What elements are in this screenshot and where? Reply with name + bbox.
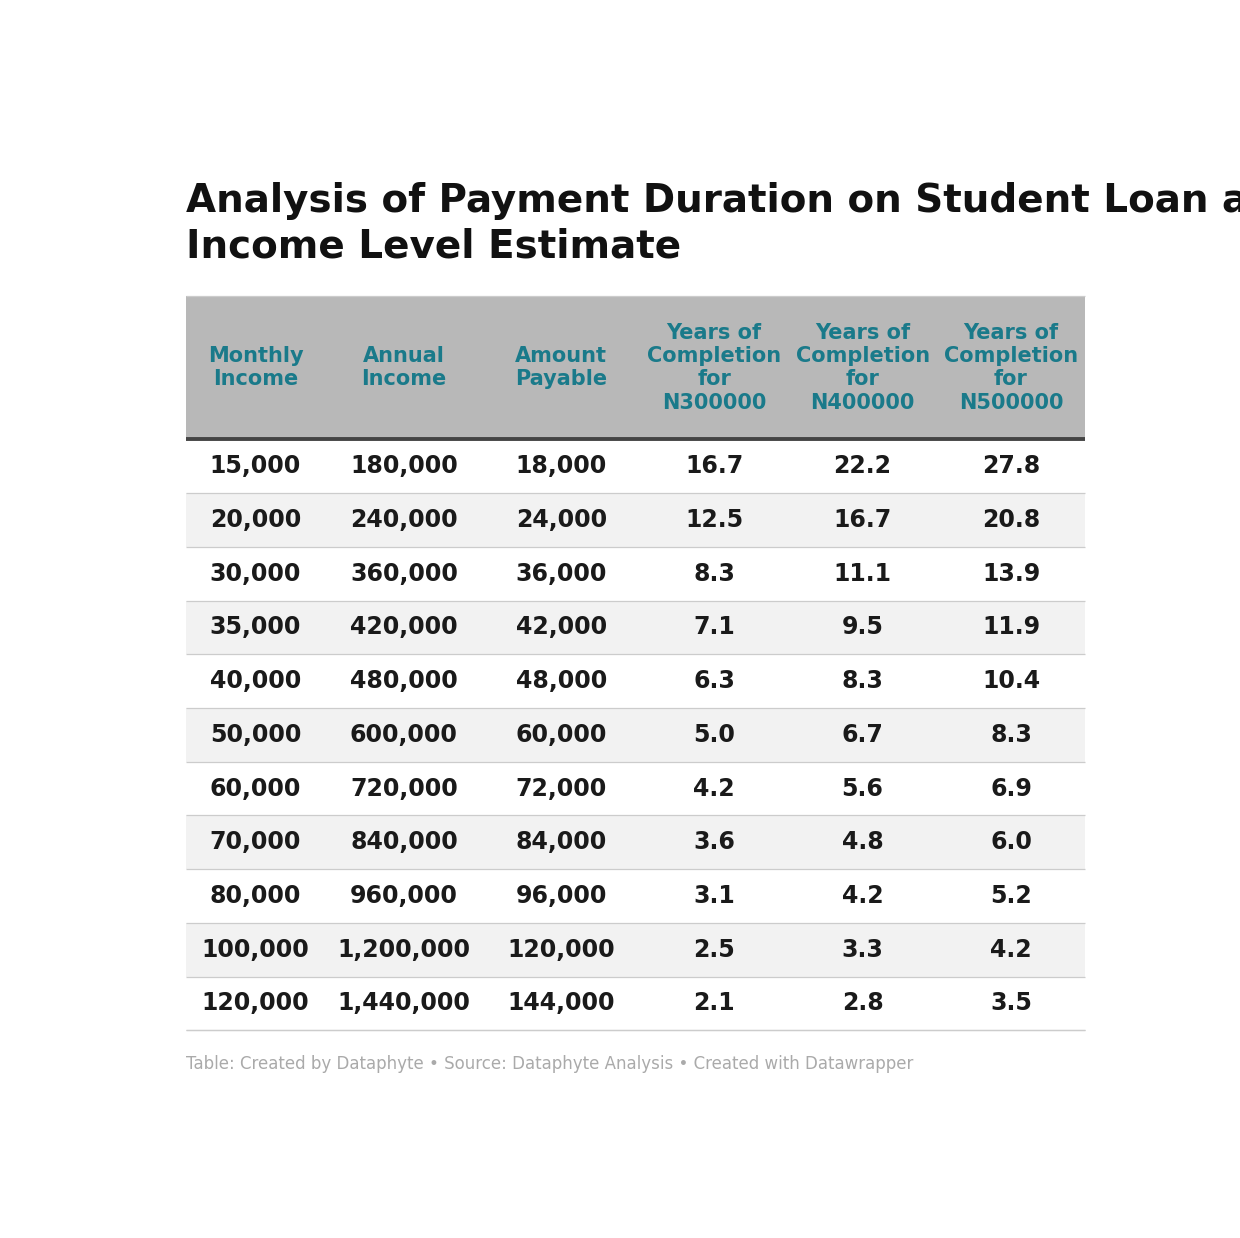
Text: 35,000: 35,000 xyxy=(210,615,301,640)
Text: 60,000: 60,000 xyxy=(516,723,606,747)
Text: 8.3: 8.3 xyxy=(990,723,1032,747)
Text: 6.7: 6.7 xyxy=(842,723,884,747)
Text: Monthly
Income: Monthly Income xyxy=(207,347,304,390)
Text: 600,000: 600,000 xyxy=(350,723,458,747)
Text: 5.2: 5.2 xyxy=(991,884,1032,907)
Text: 960,000: 960,000 xyxy=(350,884,458,907)
Text: 48,000: 48,000 xyxy=(516,670,606,693)
Text: 4.8: 4.8 xyxy=(842,831,883,854)
Text: 20.8: 20.8 xyxy=(982,508,1040,532)
Text: 180,000: 180,000 xyxy=(350,454,458,478)
Bar xyxy=(186,869,1085,922)
Text: 720,000: 720,000 xyxy=(350,776,458,801)
Text: 100,000: 100,000 xyxy=(202,937,309,962)
Text: 5.6: 5.6 xyxy=(842,776,884,801)
Bar xyxy=(186,708,1085,761)
Bar xyxy=(186,600,1085,655)
Bar xyxy=(186,816,1085,869)
Text: 6.3: 6.3 xyxy=(693,670,735,693)
Text: 1,200,000: 1,200,000 xyxy=(337,937,470,962)
Text: 120,000: 120,000 xyxy=(202,992,309,1015)
Text: 15,000: 15,000 xyxy=(210,454,301,478)
Text: Years of
Completion
for
N500000: Years of Completion for N500000 xyxy=(944,323,1078,412)
Text: 8.3: 8.3 xyxy=(693,562,735,586)
Text: 360,000: 360,000 xyxy=(350,562,458,586)
Text: 6.9: 6.9 xyxy=(990,776,1032,801)
Text: 240,000: 240,000 xyxy=(350,508,458,532)
Text: 4.2: 4.2 xyxy=(693,776,735,801)
Text: 9.5: 9.5 xyxy=(842,615,884,640)
Text: 3.3: 3.3 xyxy=(842,937,884,962)
Text: Table: Created by Dataphyte • Source: Dataphyte Analysis • Created with Datawrap: Table: Created by Dataphyte • Source: Da… xyxy=(186,1055,913,1073)
Text: 3.5: 3.5 xyxy=(990,992,1032,1015)
Text: 144,000: 144,000 xyxy=(507,992,615,1015)
Text: 8.3: 8.3 xyxy=(842,670,884,693)
Text: 120,000: 120,000 xyxy=(507,937,615,962)
Text: 72,000: 72,000 xyxy=(516,776,606,801)
Text: 24,000: 24,000 xyxy=(516,508,606,532)
Text: 2.1: 2.1 xyxy=(693,992,735,1015)
Text: 84,000: 84,000 xyxy=(516,831,606,854)
Bar xyxy=(186,493,1085,547)
Bar xyxy=(186,547,1085,600)
Text: 80,000: 80,000 xyxy=(210,884,301,907)
Text: 36,000: 36,000 xyxy=(516,562,606,586)
Text: 11.1: 11.1 xyxy=(833,562,892,586)
Bar xyxy=(186,655,1085,708)
Text: 16.7: 16.7 xyxy=(684,454,743,478)
Text: 840,000: 840,000 xyxy=(350,831,458,854)
Text: Annual
Income: Annual Income xyxy=(361,347,446,390)
Bar xyxy=(186,439,1085,493)
Text: 6.0: 6.0 xyxy=(990,831,1032,854)
Text: Years of
Completion
for
N400000: Years of Completion for N400000 xyxy=(796,323,930,412)
Text: 16.7: 16.7 xyxy=(833,508,892,532)
Text: 27.8: 27.8 xyxy=(982,454,1040,478)
Text: 22.2: 22.2 xyxy=(833,454,892,478)
Text: Amount
Payable: Amount Payable xyxy=(516,347,608,390)
Text: 480,000: 480,000 xyxy=(350,670,458,693)
Bar xyxy=(186,296,1085,439)
Text: 11.9: 11.9 xyxy=(982,615,1040,640)
Text: 10.4: 10.4 xyxy=(982,670,1040,693)
Text: 96,000: 96,000 xyxy=(516,884,606,907)
Text: 2.5: 2.5 xyxy=(693,937,735,962)
Bar xyxy=(186,922,1085,977)
Text: 7.1: 7.1 xyxy=(693,615,735,640)
Text: 50,000: 50,000 xyxy=(210,723,301,747)
Text: 12.5: 12.5 xyxy=(686,508,743,532)
Bar xyxy=(186,977,1085,1030)
Text: 3.1: 3.1 xyxy=(693,884,735,907)
Text: 4.2: 4.2 xyxy=(991,937,1032,962)
Text: Years of
Completion
for
N300000: Years of Completion for N300000 xyxy=(647,323,781,412)
Text: 4.2: 4.2 xyxy=(842,884,883,907)
Text: 420,000: 420,000 xyxy=(350,615,458,640)
Text: Analysis of Payment Duration on Student Loan at Different
Income Level Estimate: Analysis of Payment Duration on Student … xyxy=(186,182,1240,265)
Text: 42,000: 42,000 xyxy=(516,615,606,640)
Text: 30,000: 30,000 xyxy=(210,562,301,586)
Text: 18,000: 18,000 xyxy=(516,454,606,478)
Text: 70,000: 70,000 xyxy=(210,831,301,854)
Text: 5.0: 5.0 xyxy=(693,723,735,747)
Text: 20,000: 20,000 xyxy=(210,508,301,532)
Bar xyxy=(186,761,1085,816)
Text: 3.6: 3.6 xyxy=(693,831,735,854)
Text: 13.9: 13.9 xyxy=(982,562,1040,586)
Text: 60,000: 60,000 xyxy=(210,776,301,801)
Text: 1,440,000: 1,440,000 xyxy=(337,992,470,1015)
Text: 2.8: 2.8 xyxy=(842,992,883,1015)
Text: 40,000: 40,000 xyxy=(210,670,301,693)
